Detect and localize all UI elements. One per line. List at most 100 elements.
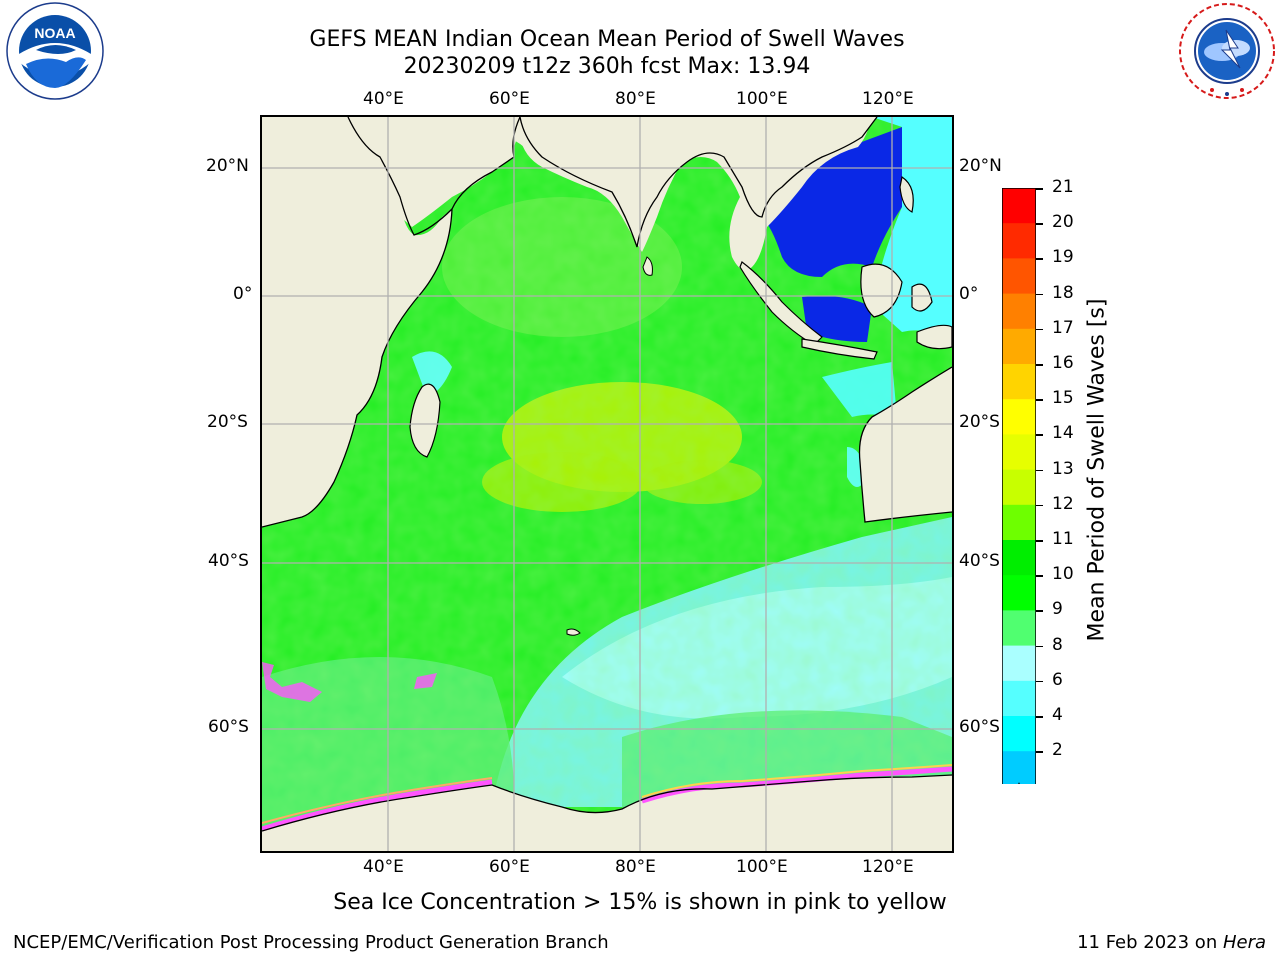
sea-ice-edge — [641, 764, 952, 798]
colorbar-tick-mark — [1036, 328, 1043, 331]
colorbar-tick-mark — [1036, 293, 1043, 296]
lon-label-top: 80°E — [615, 89, 656, 109]
lat-label-left: 20°S — [207, 412, 248, 432]
ocean-field-cyan — [822, 362, 897, 417]
colorbar-tick-label: 13 — [1052, 458, 1074, 479]
lat-label-right: 40°S — [959, 551, 1000, 571]
footer-machine: Hera — [1222, 932, 1266, 953]
colorbar-segment — [1002, 188, 1036, 224]
colorbar-tick-label: 4 — [1052, 705, 1063, 725]
colorbar-tick-label: 8 — [1052, 634, 1063, 655]
colorbar-tick-mark — [1036, 188, 1043, 190]
chart-subtitle: 20230209 t12z 360h fcst Max: 13.94 — [403, 54, 811, 79]
colorbar-tick-label: 10 — [1052, 564, 1074, 585]
coastline-antarctica — [262, 774, 952, 832]
colorbar — [1001, 187, 1037, 823]
noaa-logo: NOAA — [6, 2, 104, 100]
lon-label-bottom: 60°E — [489, 857, 530, 877]
lat-label-right: 20°S — [959, 412, 1000, 432]
colorbar-tick-mark — [1036, 504, 1043, 507]
colorbar-segment — [1002, 540, 1036, 576]
lon-label-bottom: 100°E — [736, 857, 788, 877]
colorbar-tick-label: 20 — [1052, 212, 1074, 233]
sea-ice-edge — [262, 777, 493, 824]
land-philippines — [899, 176, 914, 213]
lon-label-bottom: 80°E — [615, 857, 656, 877]
coastline-asia — [519, 117, 878, 248]
land-java — [801, 338, 878, 360]
lat-label-left: 60°S — [208, 717, 249, 737]
colorbar-tick-label: 21 — [1052, 177, 1074, 197]
coastline-kerguelen — [566, 628, 581, 636]
colorbar-tick-mark — [1036, 258, 1043, 260]
lat-label-right: 20°N — [959, 156, 1002, 176]
swell-period-map — [262, 117, 952, 851]
colorbar-segment — [1002, 575, 1036, 611]
lat-label-left: 20°N — [206, 156, 249, 176]
colorbar-segment — [1002, 469, 1036, 506]
ocean-field-cyan — [412, 351, 452, 397]
chart-title: GEFS MEAN Indian Ocean Mean Period of Sw… — [309, 27, 905, 52]
colorbar-tick-label: 15 — [1052, 388, 1074, 409]
colorbar-tick-label: 16 — [1052, 353, 1074, 373]
lon-label-bottom: 40°E — [363, 857, 404, 877]
coastline-africa — [262, 117, 453, 528]
colorbar-segment — [1002, 504, 1036, 541]
ocean-field-blue — [802, 295, 872, 342]
colorbar-tick-label: 19 — [1052, 247, 1074, 268]
lat-label-left: 40°S — [208, 551, 249, 571]
land-srilanka — [642, 256, 653, 276]
lon-label-top: 120°E — [862, 89, 914, 109]
colorbar-tick-label: 9 — [1052, 599, 1063, 620]
coastline-australia — [858, 366, 952, 523]
colorbar-tick-mark — [1036, 680, 1043, 683]
colorbar-label: Mean Period of Swell Waves [s] — [1084, 298, 1110, 642]
colorbar-tick-mark — [1036, 434, 1043, 436]
colorbar-segment — [1002, 610, 1036, 647]
land-sulawesi — [911, 283, 933, 312]
colorbar-tick-label: 12 — [1052, 493, 1074, 514]
colorbar-tick-label: 6 — [1052, 669, 1063, 690]
colorbar-segment — [1002, 364, 1036, 400]
colorbar-segment — [1002, 258, 1036, 295]
sea-ice-edge — [262, 779, 493, 832]
noaa-logo-text: NOAA — [34, 25, 75, 41]
lon-label-top: 60°E — [489, 89, 530, 109]
lon-label-top: 40°E — [363, 89, 404, 109]
map-panel — [260, 115, 954, 853]
land-madagascar — [409, 383, 441, 458]
land-australia — [859, 367, 952, 522]
colorbar-segment — [1002, 328, 1036, 365]
colorbar-tick-mark — [1036, 399, 1043, 401]
footer-date: 11 Feb 2023 on Hera — [1077, 932, 1266, 953]
coastline-arabia — [451, 117, 521, 210]
colorbar-segment — [1002, 293, 1036, 330]
colorbar-segment — [1002, 751, 1036, 787]
lat-label-right: 60°S — [959, 717, 1000, 737]
colorbar-tick-mark — [1036, 575, 1043, 577]
colorbar-segment — [1002, 716, 1036, 752]
land-newguinea — [916, 324, 952, 350]
lat-label-right: 0° — [959, 284, 979, 304]
colorbar-segment — [1002, 223, 1036, 259]
sea-ice-patch — [414, 673, 437, 689]
sea-ice-note: Sea Ice Concentration > 15% is shown in … — [333, 890, 947, 915]
colorbar-tick-mark — [1036, 716, 1043, 718]
colorbar-tick-label: 14 — [1052, 423, 1074, 444]
colorbar-tick-mark — [1036, 645, 1043, 648]
colorbar-tick-label: 11 — [1052, 529, 1074, 549]
nws-logo — [1178, 2, 1276, 100]
colorbar-tick-mark — [1036, 751, 1043, 753]
footer-credit: NCEP/EMC/Verification Post Processing Pr… — [13, 932, 609, 953]
colorbar-segment — [1002, 645, 1036, 682]
sea-ice-patch — [262, 662, 322, 702]
colorbar-tick-label: 18 — [1052, 282, 1074, 303]
colorbar-tick-mark — [1036, 364, 1043, 366]
lon-label-top: 100°E — [736, 89, 788, 109]
lat-label-left: 0° — [233, 284, 253, 304]
graticule — [262, 117, 952, 851]
colorbar-segment — [1002, 399, 1036, 435]
colorbar-tick-mark — [1036, 610, 1043, 612]
colorbar-segment — [1002, 680, 1036, 717]
colorbar-tick-mark — [1036, 223, 1043, 225]
